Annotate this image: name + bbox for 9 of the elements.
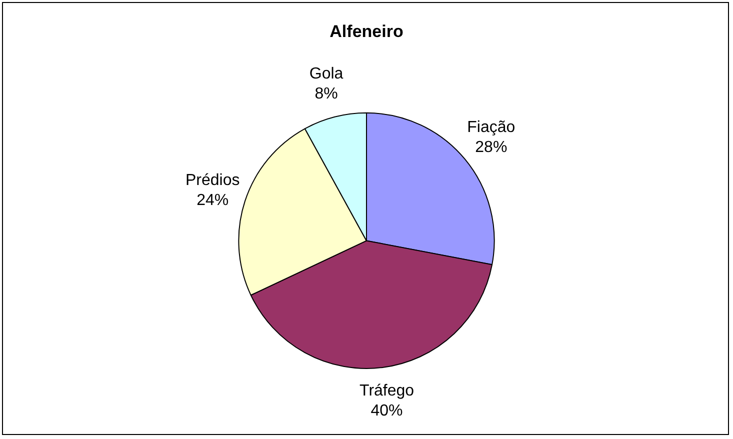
data-label: 40% (370, 402, 403, 420)
slice-label: Tráfego (360, 382, 414, 400)
data-label: 28% (475, 138, 508, 156)
slice-label: Fiação (467, 118, 516, 136)
data-label: 8% (314, 85, 338, 102)
slice-label: Prédios (185, 172, 240, 190)
chart-title: Alfeneiro (330, 22, 404, 41)
data-label: 24% (196, 192, 229, 210)
slice-label: Gola (309, 65, 344, 82)
